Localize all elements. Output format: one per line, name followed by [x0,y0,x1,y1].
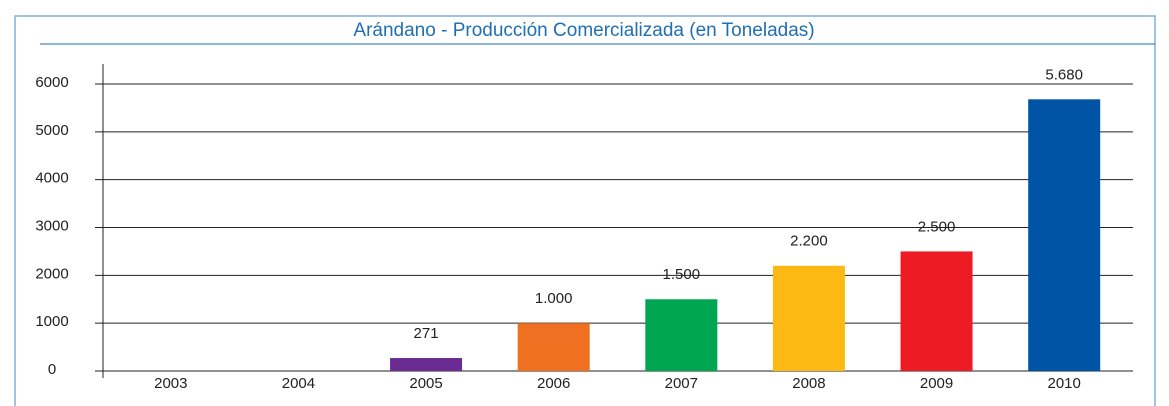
y-tick-label: 0 [48,361,56,378]
x-tick-label: 2010 [1048,375,1081,392]
bar [517,323,590,371]
value-label: 1.500 [663,266,701,283]
value-label: 271 [414,325,439,342]
x-tick-label: 2004 [282,375,315,392]
bar [900,251,973,371]
y-tick-label: 4000 [35,170,68,187]
x-tick-label: 2007 [665,375,698,392]
bar [645,299,718,371]
y-tick-label: 2000 [35,265,68,282]
value-label: 5.680 [1045,66,1083,83]
y-tick-label: 5000 [35,122,68,139]
bar [390,358,463,371]
x-tick-label: 2006 [537,375,570,392]
value-label: 2.500 [918,218,956,235]
value-label: 1.000 [535,290,573,307]
bar [1028,99,1101,371]
y-tick-label: 3000 [35,217,68,234]
x-tick-label: 2005 [409,375,442,392]
x-tick-label: 2009 [920,375,953,392]
value-label: 2.200 [790,233,828,250]
x-tick-label: 2003 [154,375,187,392]
bar [772,265,845,371]
frame [14,15,1156,406]
chart-title: Arándano - Producción Comercializada (en… [353,20,814,41]
x-tick-label: 2008 [792,375,825,392]
y-tick-label: 6000 [35,74,68,91]
y-tick-label: 1000 [35,313,68,330]
